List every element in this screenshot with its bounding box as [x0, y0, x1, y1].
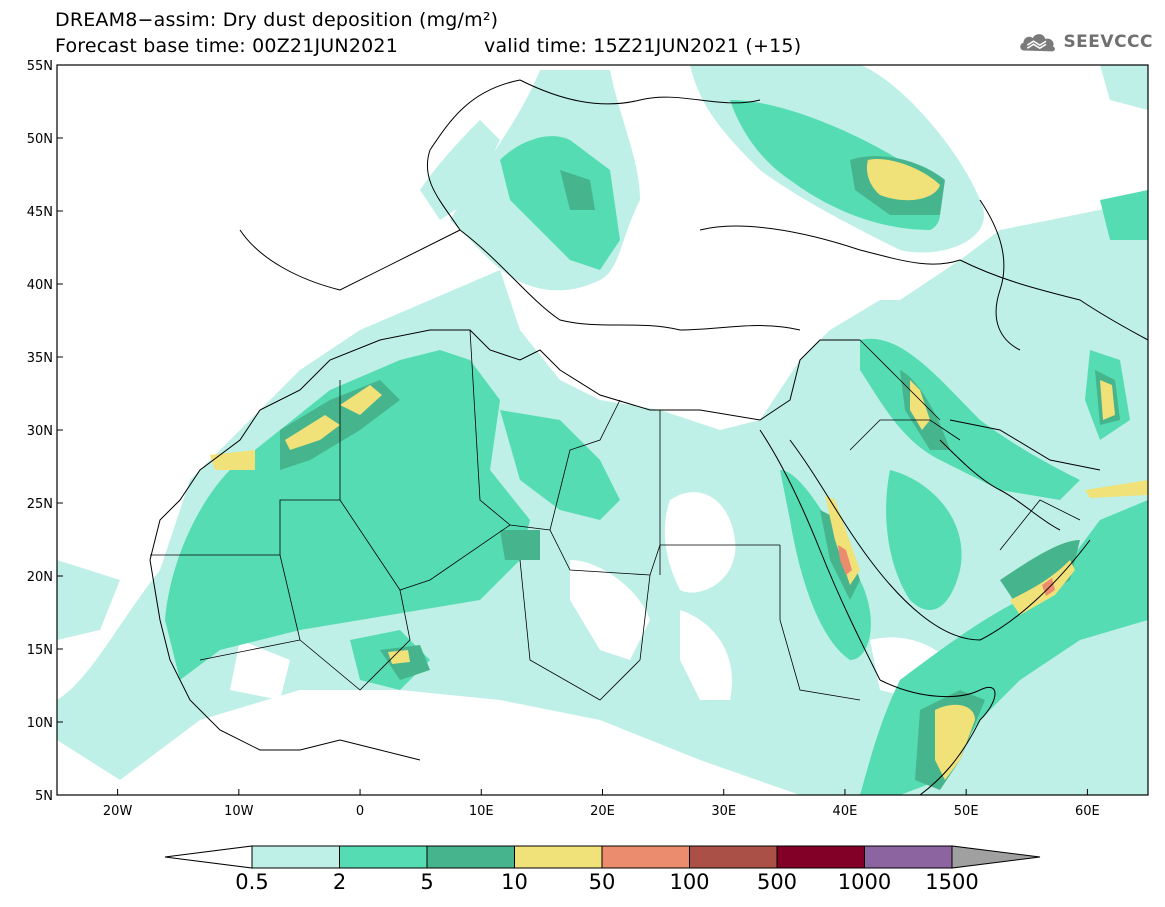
colorbar-segment — [864, 845, 953, 869]
colorbar-segment — [514, 845, 603, 869]
lat-label: 50N — [27, 132, 53, 147]
colorbar-label: 100 — [669, 870, 710, 894]
colorbar-segment — [251, 845, 340, 869]
lon-label: 10W — [224, 804, 254, 819]
colorbar-segment — [601, 845, 690, 869]
colorbar-lower-arrow — [164, 845, 253, 869]
colorbar-label: 1000 — [837, 870, 892, 894]
lat-label: 15N — [27, 643, 53, 658]
colorbar-segment — [776, 845, 865, 869]
lon-label: 20E — [590, 804, 615, 819]
lat-label: 40N — [27, 278, 53, 293]
valid-time: valid time: 15Z21JUN2021 (+15) — [484, 35, 802, 57]
colorbar-label: 50 — [588, 870, 616, 894]
lon-label: 40E — [833, 804, 858, 819]
colorbar-segment — [426, 845, 515, 869]
logo-text: SEEVCCC — [1063, 32, 1153, 52]
lon-label: 50E — [954, 804, 979, 819]
coastlines — [149, 79, 1148, 795]
lon-label: 30E — [711, 804, 736, 819]
colorbar-label: 10 — [501, 870, 528, 894]
colorbar-segment — [689, 845, 778, 869]
colorbar-label: 500 — [756, 870, 798, 894]
lon-label: 60E — [1075, 804, 1100, 819]
colorbar-upper-arrow — [951, 845, 1041, 869]
colorbar-label: 1500 — [925, 870, 979, 894]
colorbar-label: 0.5 — [235, 870, 269, 894]
cloud-icon — [1020, 34, 1055, 52]
forecast-base-time: Forecast base time: 00Z21JUN2021 — [55, 35, 398, 57]
colorbar-label: 2 — [332, 870, 347, 894]
lat-label: 55N — [27, 59, 53, 74]
lat-label: 20N — [27, 570, 53, 585]
colorbar-label: 5 — [420, 870, 434, 894]
lon-label: 20W — [103, 804, 133, 819]
lat-label: 45N — [27, 205, 53, 220]
lat-label: 10N — [27, 716, 53, 731]
country-borders — [150, 329, 1081, 701]
lon-label: 10E — [469, 804, 494, 819]
lon-label: 0 — [356, 804, 364, 819]
lat-label: 30N — [27, 424, 53, 439]
lat-label: 35N — [27, 351, 53, 366]
map-title: DREAM8−assim: Dry dust deposition (mg/m²… — [55, 9, 499, 31]
lat-label: 25N — [27, 497, 53, 512]
seevccc-logo: SEEVCCC — [1018, 27, 1153, 57]
lat-label: 5N — [35, 789, 53, 804]
colorbar-segment — [339, 845, 428, 869]
